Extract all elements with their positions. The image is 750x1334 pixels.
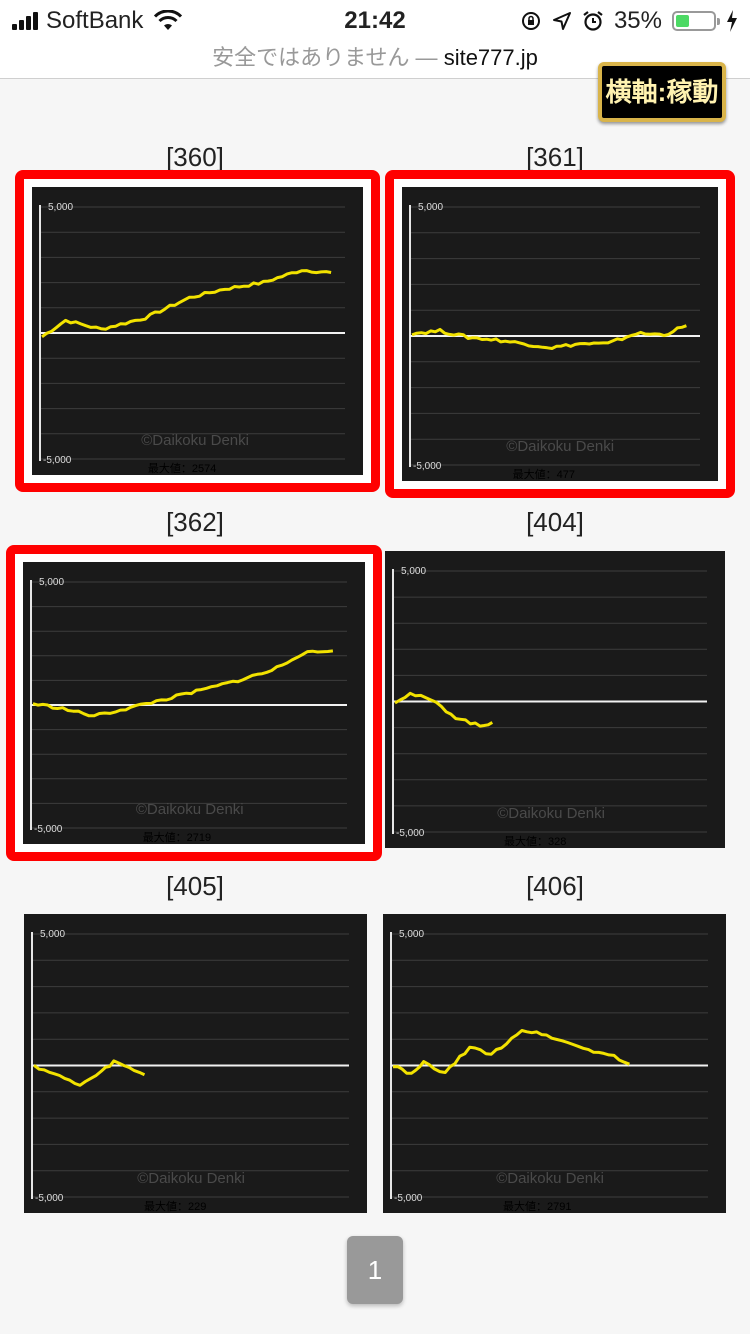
graph-tile[interactable]: 5,000 -5,000 ©Daikoku Denki 最大値：328	[385, 551, 725, 848]
y-min-tick: -5,000	[413, 461, 442, 472]
slump-line	[33, 1059, 146, 1087]
y-min-tick: -5,000	[396, 828, 425, 839]
watermark: ©Daikoku Denki	[137, 1170, 245, 1187]
graph-tile[interactable]: 5,000 -5,000 ©Daikoku Denki 最大値：477	[385, 170, 735, 498]
y-min-tick: -5,000	[43, 455, 72, 466]
clock: 21:42	[344, 7, 406, 34]
page-button-1[interactable]: 1	[347, 1236, 403, 1304]
graph-tile[interactable]: 5,000 -5,000 ©Daikoku Denki 最大値：2574	[15, 170, 380, 492]
location-icon	[552, 12, 571, 30]
slump-graph: 5,000 -5,000 ©Daikoku Denki 最大値：328	[385, 551, 725, 848]
graph-tile[interactable]: 5,000 -5,000 ©Daikoku Denki 最大値：2719	[6, 545, 382, 861]
max-value-label: 最大値：229	[144, 1199, 206, 1213]
slump-graph: 5,000 -5,000 ©Daikoku Denki 最大値：229	[24, 914, 367, 1213]
url-bar[interactable]: 安全ではありません — site777.jp	[0, 40, 750, 79]
watermark: ©Daikoku Denki	[496, 1170, 604, 1187]
slump-graph: 5,000 -5,000 ©Daikoku Denki 最大値：2574	[32, 187, 363, 475]
battery-icon	[672, 11, 720, 31]
max-value-label: 最大値：328	[504, 834, 566, 848]
battery-percent: 35%	[613, 7, 662, 34]
graph-canvas: 5,000 -5,000 ©Daikoku Denki 最大値：2574	[39, 202, 345, 475]
graph-canvas: 5,000 -5,000 ©Daikoku Denki 最大値：2791	[390, 929, 708, 1213]
max-value-label: 最大値：2791	[503, 1199, 571, 1213]
carrier-name: SoftBank	[46, 7, 144, 34]
max-value-label: 最大値：2719	[143, 830, 211, 844]
watermark: ©Daikoku Denki	[497, 805, 605, 822]
slump-graph: 5,000 -5,000 ©Daikoku Denki 最大値：2719	[23, 562, 365, 844]
y-max-tick: 5,000	[48, 202, 73, 213]
graph-tile[interactable]: 5,000 -5,000 ©Daikoku Denki 最大値：229	[24, 914, 367, 1213]
slump-line	[32, 649, 334, 718]
wifi-icon	[154, 10, 183, 30]
graph-label: [362]	[166, 507, 224, 537]
graph-label: [405]	[166, 871, 224, 901]
graph-tile[interactable]: 5,000 -5,000 ©Daikoku Denki 最大値：2791	[383, 914, 726, 1213]
y-min-tick: -5,000	[394, 1193, 423, 1204]
slump-line	[394, 691, 494, 728]
graph-canvas: 5,000 -5,000 ©Daikoku Denki 最大値：2719	[30, 577, 347, 844]
charging-bolt-icon	[727, 10, 737, 32]
watermark: ©Daikoku Denki	[136, 801, 244, 818]
slump-graph: 5,000 -5,000 ©Daikoku Denki 最大値：2791	[383, 914, 726, 1213]
axis-toggle-button[interactable]: 横軸:稼動	[598, 62, 726, 122]
y-max-tick: 5,000	[40, 929, 65, 940]
graph-canvas: 5,000 -5,000 ©Daikoku Denki 最大値：477	[409, 202, 700, 481]
security-warning: 安全ではありません —	[212, 45, 438, 70]
graph-label: [360]	[166, 142, 224, 172]
slump-line	[41, 269, 332, 339]
site-host: site777.jp	[443, 45, 538, 70]
y-max-tick: 5,000	[418, 202, 443, 213]
watermark: ©Daikoku Denki	[141, 432, 249, 449]
status-bar: SoftBank 21:42 35%	[0, 0, 750, 40]
y-max-tick: 5,000	[39, 577, 64, 588]
graph-label: [361]	[526, 142, 584, 172]
alarm-icon	[583, 11, 603, 31]
y-max-tick: 5,000	[399, 929, 424, 940]
watermark: ©Daikoku Denki	[506, 438, 614, 455]
y-min-tick: -5,000	[35, 1193, 64, 1204]
graph-canvas: 5,000 -5,000 ©Daikoku Denki 最大値：328	[392, 566, 707, 848]
y-max-tick: 5,000	[401, 566, 426, 577]
graph-canvas: 5,000 -5,000 ©Daikoku Denki 最大値：229	[31, 929, 349, 1213]
slump-line	[392, 1029, 630, 1075]
slump-graph: 5,000 -5,000 ©Daikoku Denki 最大値：477	[402, 187, 718, 481]
graph-label: [404]	[526, 507, 584, 537]
max-value-label: 最大値：477	[513, 467, 575, 481]
y-min-tick: -5,000	[34, 824, 63, 835]
orientation-lock-icon	[521, 12, 540, 30]
graph-label: [406]	[526, 871, 584, 901]
slump-line	[411, 324, 687, 350]
max-value-label: 最大値：2574	[148, 461, 216, 475]
signal-strength-icon	[12, 12, 38, 30]
